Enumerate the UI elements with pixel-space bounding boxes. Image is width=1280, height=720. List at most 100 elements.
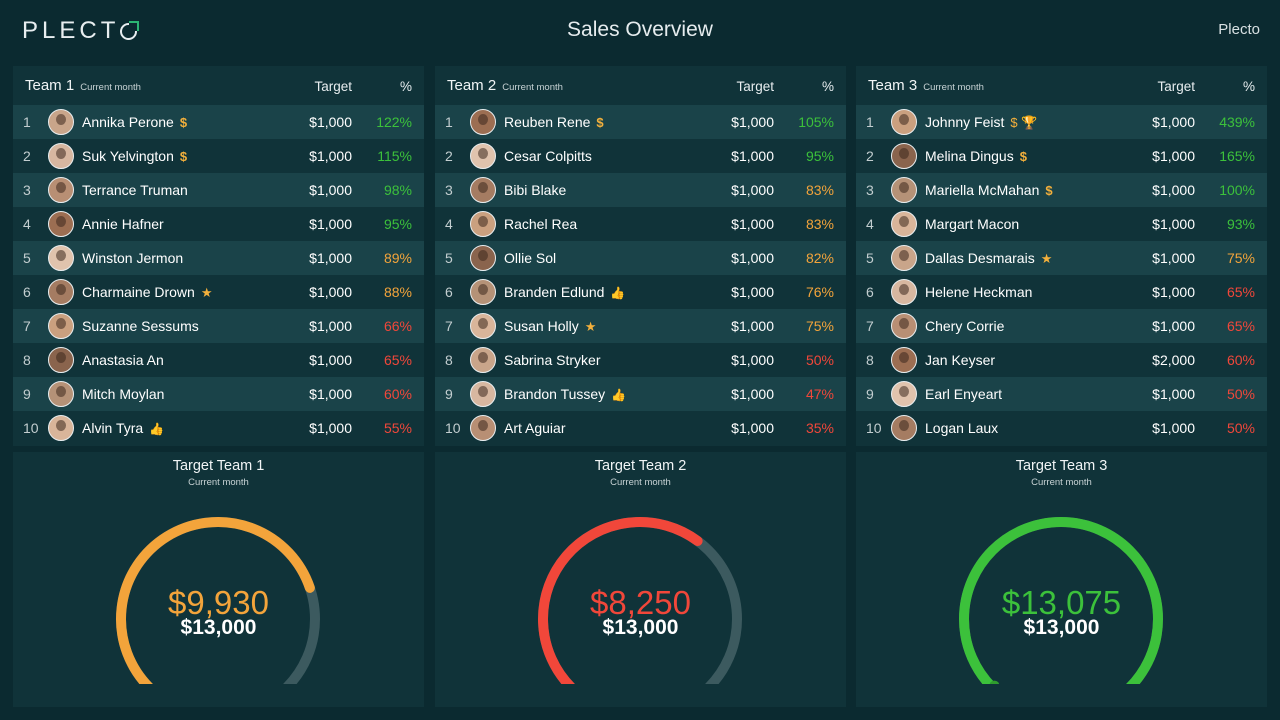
table-row[interactable]: 10 Alvin Tyra 👍 $1,000 55% bbox=[13, 411, 424, 445]
person-name-text: Terrance Truman bbox=[82, 182, 188, 198]
rank-number: 3 bbox=[23, 182, 31, 198]
avatar bbox=[470, 245, 496, 271]
team-name: Team 2 bbox=[447, 77, 497, 94]
percent-value: 76% bbox=[805, 284, 834, 300]
target-value: $1,000 bbox=[1152, 318, 1195, 334]
table-row[interactable]: 2 Suk Yelvington $ $1,000 115% bbox=[13, 139, 424, 173]
person-name-text: Suk Yelvington bbox=[82, 148, 174, 164]
table-row[interactable]: 1 Johnny Feist $ 🏆 $1,000 439% bbox=[856, 105, 1267, 139]
target-value: $1,000 bbox=[309, 386, 352, 402]
target-value: $1,000 bbox=[309, 148, 352, 164]
person-name-text: Cesar Colpitts bbox=[504, 148, 592, 164]
gauge-title: Target Team 1 bbox=[172, 458, 265, 474]
gauge-current-value: $9,930 bbox=[168, 584, 269, 621]
table-row[interactable]: 5 Ollie Sol $1,000 82% bbox=[435, 241, 846, 275]
avatar bbox=[891, 109, 917, 135]
person-name-text: Rachel Rea bbox=[504, 216, 578, 232]
target-value: $1,000 bbox=[309, 352, 352, 368]
person-name: Alvin Tyra 👍 bbox=[82, 420, 164, 436]
table-row[interactable]: 2 Cesar Colpitts $1,000 95% bbox=[435, 139, 846, 173]
dollar-icon: $ bbox=[596, 115, 604, 130]
team-2-gauge-panel: Target Team 2 Current month $8,250 $13,000 bbox=[435, 452, 846, 707]
avatar bbox=[48, 415, 74, 441]
avatar bbox=[891, 415, 917, 441]
gauge-title: Target Team 3 bbox=[1015, 458, 1108, 474]
table-row[interactable]: 1 Reuben Rene $ $1,000 105% bbox=[435, 105, 846, 139]
person-name-text: Mariella McMahan bbox=[925, 182, 1040, 198]
gauge-fill bbox=[116, 517, 315, 684]
avatar bbox=[470, 347, 496, 373]
person-name: Suzanne Sessums bbox=[82, 318, 199, 334]
table-row[interactable]: 7 Chery Corrie $1,000 65% bbox=[856, 309, 1267, 343]
person-name-text: Sabrina Stryker bbox=[504, 352, 601, 368]
target-value: $1,000 bbox=[731, 318, 774, 334]
percent-value: 65% bbox=[383, 352, 412, 368]
table-row[interactable]: 8 Jan Keyser $2,000 60% bbox=[856, 343, 1267, 377]
page-title: Sales Overview bbox=[567, 18, 713, 41]
table-row[interactable]: 5 Winston Jermon $1,000 89% bbox=[13, 241, 424, 275]
table-row[interactable]: 4 Annie Hafner $1,000 95% bbox=[13, 207, 424, 241]
person-name: Jan Keyser bbox=[925, 352, 995, 368]
dollar-trophy-icon: $ 🏆 bbox=[1010, 114, 1038, 130]
table-row[interactable]: 9 Mitch Moylan $1,000 60% bbox=[13, 377, 424, 411]
table-row[interactable]: 7 Susan Holly ★ $1,000 75% bbox=[435, 309, 846, 343]
person-name: Cesar Colpitts bbox=[504, 148, 592, 164]
person-name: Chery Corrie bbox=[925, 318, 1004, 334]
table-row[interactable]: 3 Mariella McMahan $ $1,000 100% bbox=[856, 173, 1267, 207]
target-value: $1,000 bbox=[309, 216, 352, 232]
table-row[interactable]: 4 Margart Macon $1,000 93% bbox=[856, 207, 1267, 241]
team-title: Team 3 Current month bbox=[868, 77, 984, 94]
percent-value: 83% bbox=[805, 182, 834, 198]
table-row[interactable]: 1 Annika Perone $ $1,000 122% bbox=[13, 105, 424, 139]
column-header-percent: % bbox=[1242, 79, 1255, 94]
table-row[interactable]: 10 Logan Laux $1,000 50% bbox=[856, 411, 1267, 445]
table-row[interactable]: 7 Suzanne Sessums $1,000 66% bbox=[13, 309, 424, 343]
avatar bbox=[891, 211, 917, 237]
table-row[interactable]: 8 Anastasia An $1,000 65% bbox=[13, 343, 424, 377]
target-value: $1,000 bbox=[1152, 284, 1195, 300]
person-name: Branden Edlund 👍 bbox=[504, 284, 625, 300]
table-row[interactable]: 3 Bibi Blake $1,000 83% bbox=[435, 173, 846, 207]
thumbs-up-icon: 👍 bbox=[149, 422, 165, 436]
table-row[interactable]: 5 Dallas Desmarais ★ $1,000 75% bbox=[856, 241, 1267, 275]
thumbs-up-icon: 👍 bbox=[611, 388, 627, 402]
gauge-target-value: $13,000 bbox=[180, 616, 257, 639]
percent-value: 439% bbox=[1219, 114, 1255, 130]
leaderboard-header: Team 2 Current month Target% bbox=[435, 66, 846, 105]
rank-number: 1 bbox=[445, 114, 453, 130]
gauge-title: Target Team 2 bbox=[594, 458, 687, 474]
target-value: $1,000 bbox=[1152, 420, 1195, 436]
table-row[interactable]: 9 Brandon Tussey 👍 $1,000 47% bbox=[435, 377, 846, 411]
percent-value: 60% bbox=[1226, 352, 1255, 368]
table-row[interactable]: 8 Sabrina Stryker $1,000 50% bbox=[435, 343, 846, 377]
percent-value: 82% bbox=[805, 250, 834, 266]
avatar bbox=[470, 177, 496, 203]
avatar bbox=[48, 313, 74, 339]
gauge-chart bbox=[959, 517, 1163, 684]
team-period: Current month bbox=[502, 82, 563, 93]
person-name-text: Logan Laux bbox=[925, 420, 999, 436]
table-row[interactable]: 6 Helene Heckman $1,000 65% bbox=[856, 275, 1267, 309]
person-name: Earl Enyeart bbox=[925, 386, 1002, 402]
table-row[interactable]: 4 Rachel Rea $1,000 83% bbox=[435, 207, 846, 241]
percent-value: 50% bbox=[1226, 386, 1255, 402]
table-row[interactable]: 3 Terrance Truman $1,000 98% bbox=[13, 173, 424, 207]
table-row[interactable]: 6 Charmaine Drown ★ $1,000 88% bbox=[13, 275, 424, 309]
target-value: $1,000 bbox=[731, 182, 774, 198]
target-value: $1,000 bbox=[731, 352, 774, 368]
avatar bbox=[891, 177, 917, 203]
person-name-text: Reuben Rene bbox=[504, 114, 591, 130]
table-row[interactable]: 9 Earl Enyeart $1,000 50% bbox=[856, 377, 1267, 411]
table-row[interactable]: 6 Branden Edlund 👍 $1,000 76% bbox=[435, 275, 846, 309]
leaderboard-header: Team 3 Current month Target% bbox=[856, 66, 1267, 105]
target-value: $1,000 bbox=[1152, 216, 1195, 232]
logo-text: PLECT bbox=[22, 17, 120, 44]
person-name: Dallas Desmarais ★ bbox=[925, 250, 1052, 267]
table-row[interactable]: 2 Melina Dingus $ $1,000 165% bbox=[856, 139, 1267, 173]
table-row[interactable]: 10 Art Aguiar $1,000 35% bbox=[435, 411, 846, 445]
rank-number: 1 bbox=[866, 114, 874, 130]
person-name-text: Mitch Moylan bbox=[82, 386, 165, 402]
team-name: Team 3 bbox=[868, 77, 918, 94]
avatar bbox=[470, 381, 496, 407]
plecto-logo[interactable]: PLECT bbox=[22, 17, 140, 45]
